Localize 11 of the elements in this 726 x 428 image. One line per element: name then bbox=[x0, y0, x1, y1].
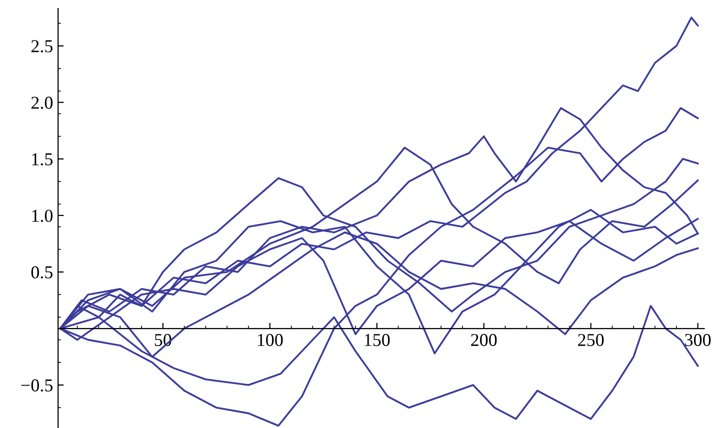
x-tick-label: 300 bbox=[685, 334, 711, 346]
y-tick-label: 2.0 bbox=[31, 96, 53, 109]
x-tick-label: 100 bbox=[258, 334, 283, 346]
x-tick-label: 250 bbox=[578, 334, 604, 346]
y-tick-label: −0.5 bbox=[21, 379, 53, 392]
y-tick-label: 0.5 bbox=[31, 266, 53, 279]
x-tick-label: 200 bbox=[471, 334, 497, 346]
y-tick-label: 1.0 bbox=[32, 210, 53, 222]
x-tick-label: 150 bbox=[364, 334, 390, 346]
y-tick-label: 2.5 bbox=[31, 40, 53, 52]
y-tick-label: 1.5 bbox=[32, 153, 53, 166]
